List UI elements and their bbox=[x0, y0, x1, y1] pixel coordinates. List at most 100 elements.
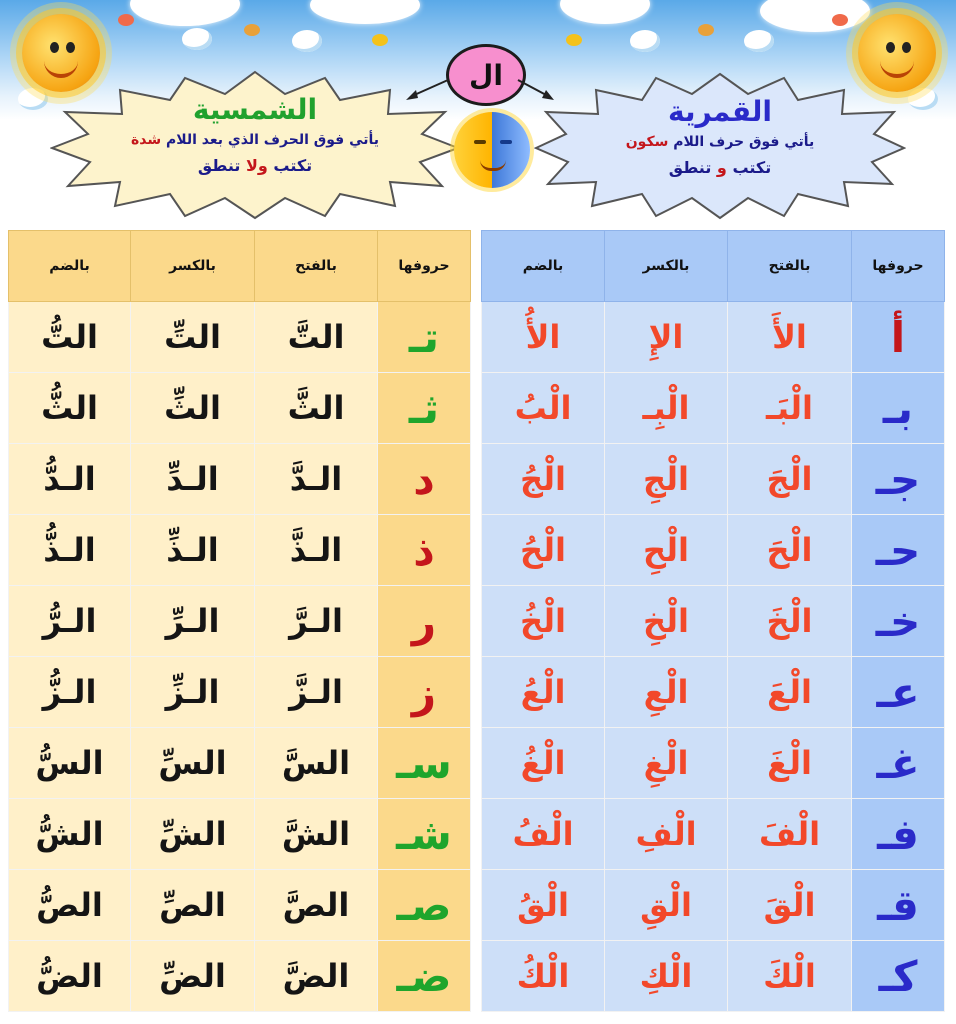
cell-letter: قـ bbox=[851, 869, 945, 941]
cell-kasra: الْغِ bbox=[604, 727, 728, 799]
cell-fatha: الْبَـ bbox=[727, 372, 852, 444]
table-row: الْخُ الْخِ الْخَ خـ bbox=[481, 585, 945, 657]
col-header-damma: بالضم bbox=[481, 230, 605, 302]
table-row: الصُّ الصِّ الصَّ صـ bbox=[8, 869, 471, 941]
cell-fatha: الضَّ bbox=[254, 940, 378, 1012]
cell-kasra: الْخِ bbox=[604, 585, 728, 657]
cell-fatha: الْجَ bbox=[727, 443, 852, 515]
qamariya-starburst bbox=[534, 72, 906, 220]
cell-damma: الْبُ bbox=[481, 372, 605, 444]
bee-icon bbox=[832, 14, 848, 26]
table-row: السُّ السِّ السَّ سـ bbox=[8, 727, 471, 799]
cell-letter: ر bbox=[377, 585, 471, 657]
qamariya-write: تكتب bbox=[732, 158, 772, 177]
bee-icon bbox=[118, 14, 134, 26]
col-header-letters: حروفها bbox=[851, 230, 945, 302]
table-row: الـرُّ الـرِّ الـرَّ ر bbox=[8, 585, 471, 657]
bird-icon bbox=[292, 30, 322, 52]
cell-fatha: السَّ bbox=[254, 727, 378, 799]
cell-fatha: الْغَ bbox=[727, 727, 852, 799]
table-row: الْفُ الْفِ الْفَ فـ bbox=[481, 798, 945, 870]
cell-letter: ذ bbox=[377, 514, 471, 586]
cell-damma: الثُّ bbox=[8, 372, 131, 444]
shamsiya-rule: يأتي فوق الحرف الذي بعد اللام شدة bbox=[90, 128, 420, 152]
cell-letter: عـ bbox=[851, 656, 945, 728]
shamsiya-say: تنطق bbox=[197, 156, 241, 175]
cell-kasra: الصِّ bbox=[130, 869, 255, 941]
butterfly-icon bbox=[372, 34, 388, 46]
cell-damma: الـرُّ bbox=[8, 585, 131, 657]
cell-fatha: الْفَ bbox=[727, 798, 852, 870]
cell-damma: الشُّ bbox=[8, 798, 131, 870]
arrow-left-icon bbox=[406, 79, 449, 100]
cell-fatha: الْعَ bbox=[727, 656, 852, 728]
sun-icon bbox=[22, 14, 100, 92]
cell-fatha: الثَّ bbox=[254, 372, 378, 444]
col-header-fatha: بالفتح bbox=[254, 230, 378, 302]
shamsiya-rule-mark: شدة bbox=[130, 132, 162, 148]
cell-fatha: التَّ bbox=[254, 301, 378, 373]
cell-fatha: الْحَ bbox=[727, 514, 852, 586]
qamariya-rule-mark: سكون bbox=[625, 134, 669, 150]
bird-icon bbox=[908, 88, 938, 110]
cell-damma: الْكُ bbox=[481, 940, 605, 1012]
bird-icon bbox=[182, 28, 212, 50]
cell-letter: ضـ bbox=[377, 940, 471, 1012]
qamariya-rule: يأتي فوق حرف اللام سكون bbox=[580, 130, 860, 154]
shamsiya-table: بالضم بالكسر بالفتح حروفها التُّ التِّ الت… bbox=[8, 230, 471, 1012]
col-header-letters: حروفها bbox=[377, 230, 471, 302]
table-header-row: بالضم بالكسر بالفتح حروفها bbox=[8, 230, 471, 302]
cell-letter: د bbox=[377, 443, 471, 515]
cell-damma: الْجُ bbox=[481, 443, 605, 515]
col-header-fatha: بالفتح bbox=[727, 230, 852, 302]
qamariya-conj: و bbox=[716, 158, 727, 177]
cell-damma: الْحُ bbox=[481, 514, 605, 586]
cell-damma: الضُّ bbox=[8, 940, 131, 1012]
table-row: الـزُّ الـزِّ الـزَّ ز bbox=[8, 656, 471, 728]
butterfly-icon bbox=[566, 34, 582, 46]
cell-kasra: الشِّ bbox=[130, 798, 255, 870]
cell-damma: الـزُّ bbox=[8, 656, 131, 728]
cell-letter: كـ bbox=[851, 940, 945, 1012]
cloud-icon bbox=[310, 0, 420, 24]
cell-damma: الْخُ bbox=[481, 585, 605, 657]
table-row: الْقُ الْقِ الْقَ قـ bbox=[481, 869, 945, 941]
table-row: الْعُ الْعِ الْعَ عـ bbox=[481, 656, 945, 728]
bird-icon bbox=[744, 30, 774, 52]
cell-letter: صـ bbox=[377, 869, 471, 941]
cell-kasra: الْعِ bbox=[604, 656, 728, 728]
moon-icon bbox=[454, 112, 530, 188]
cloud-icon bbox=[560, 0, 650, 24]
arrow-right-icon bbox=[517, 79, 554, 100]
cloud-icon bbox=[760, 0, 870, 32]
table-header-row: بالضم بالكسر بالفتح حروفها bbox=[481, 230, 945, 302]
cloud-icon bbox=[130, 0, 240, 26]
cell-letter: شـ bbox=[377, 798, 471, 870]
table-row: الضُّ الضِّ الضَّ ضـ bbox=[8, 940, 471, 1012]
cell-fatha: الأَ bbox=[727, 301, 852, 373]
table-row: الشُّ الشِّ الشَّ شـ bbox=[8, 798, 471, 870]
cell-kasra: الْبِـ bbox=[604, 372, 728, 444]
shamsiya-rule-text: يأتي فوق الحرف الذي بعد اللام bbox=[165, 132, 380, 148]
table-row: التُّ التِّ التَّ تـ bbox=[8, 301, 471, 373]
cell-kasra: الْجِ bbox=[604, 443, 728, 515]
cell-kasra: الْكِ bbox=[604, 940, 728, 1012]
cell-letter: حـ bbox=[851, 514, 945, 586]
cell-fatha: الـرَّ bbox=[254, 585, 378, 657]
shamsiya-write: تكتب bbox=[273, 156, 313, 175]
shamsiya-title: الشمسية bbox=[192, 93, 318, 126]
al-badge: ال bbox=[446, 44, 526, 106]
col-header-kasra: بالكسر bbox=[130, 230, 255, 302]
cell-kasra: الإِ bbox=[604, 301, 728, 373]
cell-fatha: الـذَّ bbox=[254, 514, 378, 586]
cell-kasra: الـدِّ bbox=[130, 443, 255, 515]
qamariya-rule-text: يأتي فوق حرف اللام bbox=[673, 134, 815, 150]
bee-icon bbox=[244, 24, 260, 36]
cell-damma: الأُ bbox=[481, 301, 605, 373]
bird-icon bbox=[18, 88, 48, 110]
table-row: الـدُّ الـدِّ الـدَّ د bbox=[8, 443, 471, 515]
cell-damma: السُّ bbox=[8, 727, 131, 799]
table-row: الْبُ الْبِـ الْبَـ بـ bbox=[481, 372, 945, 444]
cell-damma: الـدُّ bbox=[8, 443, 131, 515]
cell-fatha: الـزَّ bbox=[254, 656, 378, 728]
